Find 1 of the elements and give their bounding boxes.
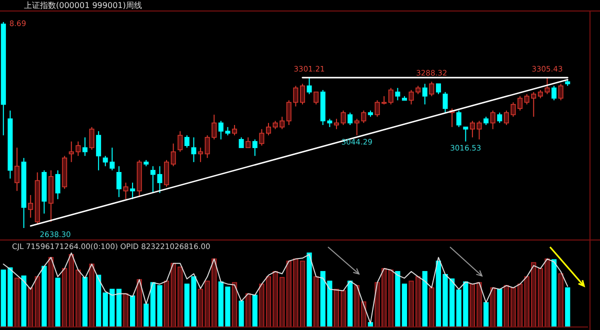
chart-title: 上证指数(000001 999001)周线	[24, 1, 142, 10]
